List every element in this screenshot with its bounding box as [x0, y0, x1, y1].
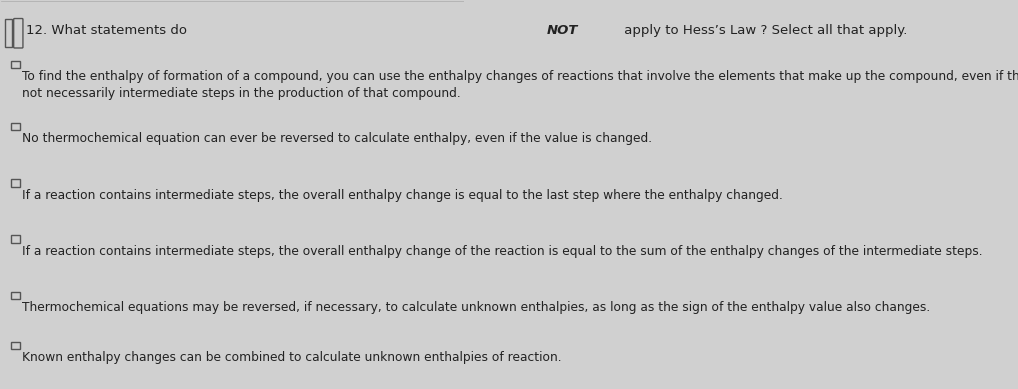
Text: Thermochemical equations may be reversed, if necessary, to calculate unknown ent: Thermochemical equations may be reversed… [22, 301, 930, 314]
Text: To find the enthalpy of formation of a compound, you can use the enthalpy change: To find the enthalpy of formation of a c… [22, 70, 1018, 100]
Text: If a reaction contains intermediate steps, the overall enthalpy change is equal : If a reaction contains intermediate step… [22, 189, 783, 202]
Text: Known enthalpy changes can be combined to calculate unknown enthalpies of reacti: Known enthalpy changes can be combined t… [22, 352, 562, 364]
Text: apply to Hess’s Law ? Select all that apply.: apply to Hess’s Law ? Select all that ap… [620, 24, 908, 37]
Text: NOT: NOT [547, 24, 578, 37]
Text: No thermochemical equation can ever be reversed to calculate enthalpy, even if t: No thermochemical equation can ever be r… [22, 133, 653, 145]
Text: If a reaction contains intermediate steps, the overall enthalpy change of the re: If a reaction contains intermediate step… [22, 245, 982, 258]
Text: 12. What statements do: 12. What statements do [26, 24, 191, 37]
